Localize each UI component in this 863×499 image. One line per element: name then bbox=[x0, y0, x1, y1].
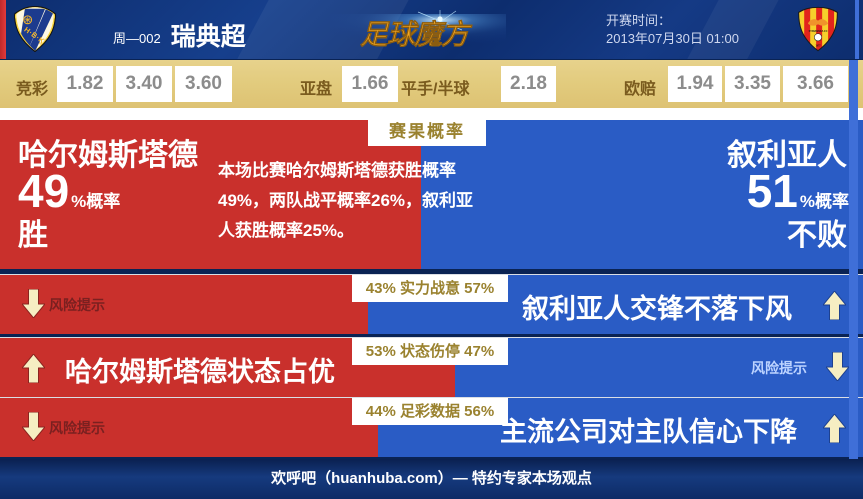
svg-text:SYRIANSKA FC: SYRIANSKA FC bbox=[809, 30, 828, 33]
svg-text:1977: 1977 bbox=[815, 45, 821, 47]
svg-text:足球魔方: 足球魔方 bbox=[360, 19, 473, 50]
